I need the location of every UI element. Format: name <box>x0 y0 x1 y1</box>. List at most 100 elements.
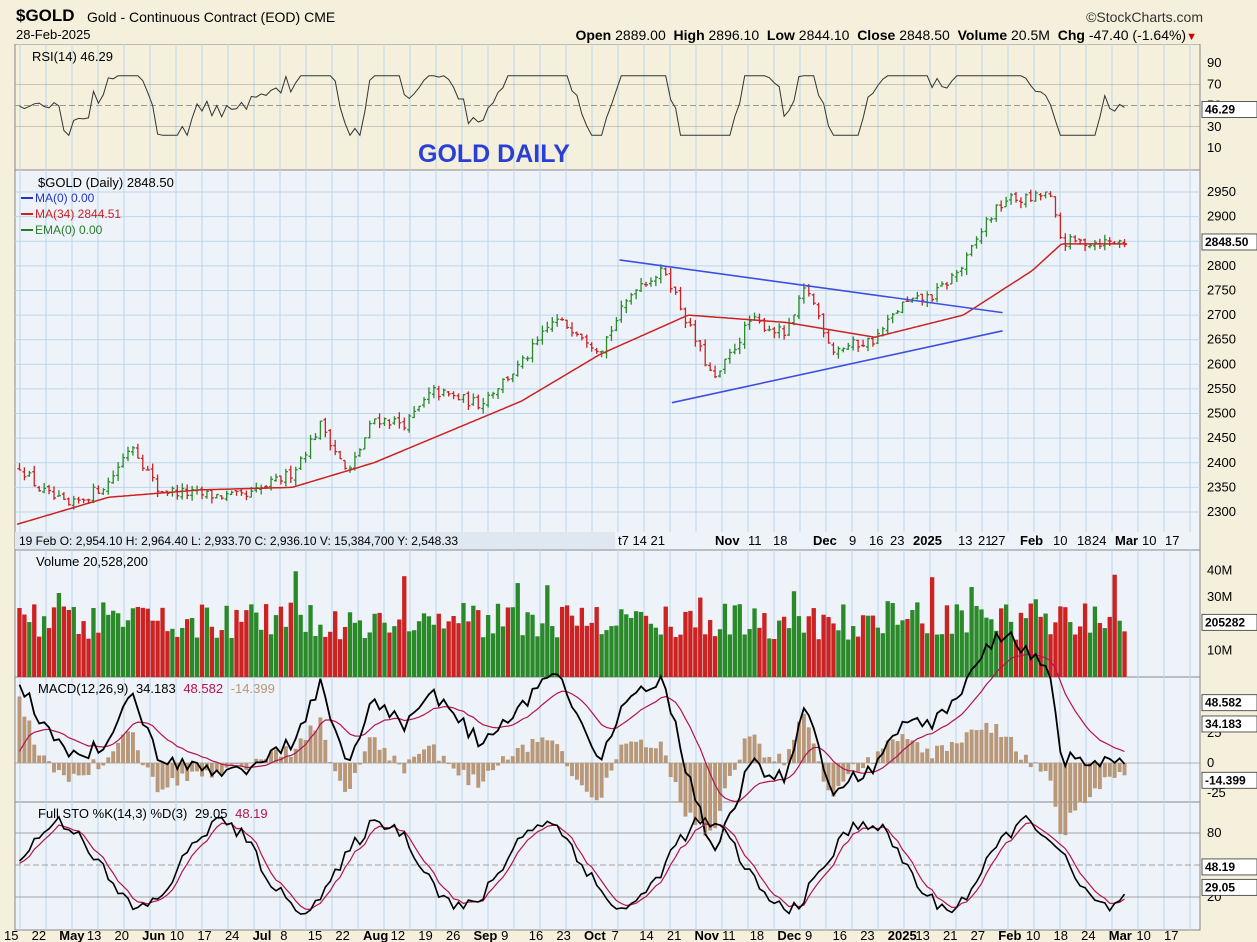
macd-hist-bar <box>1063 763 1068 836</box>
volume-bar <box>895 624 900 677</box>
volume-bar <box>485 615 491 677</box>
volume-bar <box>219 630 224 677</box>
rsi-line <box>19 74 1125 137</box>
macd-hist-bar <box>668 763 673 778</box>
macd-hist-bar <box>481 763 486 782</box>
macd-hist-bar <box>283 746 288 763</box>
brand-logo[interactable]: ©StockCharts.com <box>1086 9 1203 25</box>
macd-hist-bar <box>742 738 747 763</box>
volume-bar <box>1048 634 1053 677</box>
volume-bar <box>199 604 205 677</box>
volume-value: 20.5M <box>1011 27 1050 43</box>
macd-hist-bar <box>555 744 560 763</box>
macd-plot <box>15 630 1200 853</box>
volume-bar <box>826 617 831 677</box>
macd-hist-bar <box>826 763 831 791</box>
macd-hist-bar <box>323 739 328 763</box>
volume-tick: 30M <box>1207 589 1232 604</box>
macd-legend-hist: -14.399 <box>231 681 275 696</box>
price-tick: 2350 <box>1207 479 1236 494</box>
macd-hist-bar <box>806 727 811 763</box>
macd-legend: MACD(12,26,9) 34.183 48.582 -14.399 <box>38 681 275 696</box>
macd-hist-bar <box>540 737 545 763</box>
macd-hist-bar <box>121 734 126 763</box>
volume-bar <box>589 622 594 677</box>
volume-bar <box>831 623 836 677</box>
macd-hist-bar <box>624 743 629 763</box>
volume-bar <box>540 623 545 677</box>
macd-hist-bar <box>1112 763 1117 778</box>
macd-hist-bar <box>722 763 727 789</box>
macd-hist-bar <box>979 729 984 763</box>
volume-bar <box>175 636 180 677</box>
volume-bar <box>32 604 37 677</box>
volume-bar <box>1063 607 1068 677</box>
bottom-axis-label: 12 <box>391 928 405 942</box>
macd-hist-bar <box>219 763 224 775</box>
macd-hist-bar <box>984 722 989 763</box>
volume-bar <box>71 607 76 677</box>
volume-bar <box>352 622 358 677</box>
open-label: Open <box>575 27 612 43</box>
volume-bar <box>574 625 580 677</box>
macd-hist-bar <box>86 763 91 776</box>
mid-axis-label: 18 <box>1077 533 1091 548</box>
macd-hist-bar <box>1009 736 1014 763</box>
volume-bar <box>949 633 955 677</box>
macd-hist-bar <box>496 763 500 766</box>
volume-bar <box>564 605 570 677</box>
volume-bar <box>801 632 807 677</box>
volume-bar <box>609 626 614 677</box>
bottom-axis-label: 24 <box>225 928 239 942</box>
exchange: CME <box>304 9 336 25</box>
macd-hist-bar <box>856 763 861 772</box>
macd-hist-bar <box>683 763 688 817</box>
volume-bar <box>500 626 506 677</box>
macd-hist-bar <box>910 740 915 763</box>
sto-plot <box>15 814 1200 915</box>
volume-tick: 10M <box>1207 642 1232 657</box>
volume-bar <box>604 630 609 677</box>
volume-bar <box>890 603 895 677</box>
price-last-tag-box <box>1201 233 1257 251</box>
rsi-tick: 70 <box>1207 76 1221 91</box>
bottom-axis-label: 27 <box>971 928 985 942</box>
chart-title: GOLD DAILY <box>418 140 570 168</box>
macd-hist-bar <box>333 763 338 772</box>
price-last-tag: 2848.50 <box>1205 235 1249 249</box>
sto-legend-d: 48.19 <box>235 806 268 821</box>
macd-hist-bar <box>949 741 954 763</box>
bottom-axis-label: Sep <box>474 928 498 942</box>
volume-bar <box>17 608 22 677</box>
bottom-axis-label: 16 <box>529 928 543 942</box>
description: Gold - Continuous Contract (EOD) CME <box>87 9 335 25</box>
macd-hist-bar <box>550 740 555 763</box>
macd-hist-bar <box>885 740 890 763</box>
macd-hist-bar <box>500 756 505 763</box>
sto-d-tag-box <box>1201 858 1257 876</box>
volume-bar <box>638 611 644 677</box>
macd-hist-bar <box>491 763 496 771</box>
macd-hist-bar <box>76 763 81 776</box>
price-tick: 2800 <box>1207 258 1236 273</box>
ohlc-summary: Open 2889.00 High 2896.10 Low 2844.10 Cl… <box>575 27 1197 43</box>
rsi-panel <box>14 43 1201 171</box>
macd-hist-bar <box>875 751 880 763</box>
volume-bar <box>115 613 121 677</box>
volume-bar <box>599 634 604 677</box>
sto-d-tag: 48.19 <box>1205 860 1235 874</box>
price-tick: 2950 <box>1207 184 1236 199</box>
macd-tick: 0 <box>1207 755 1214 770</box>
volume-bar <box>925 633 930 677</box>
macd-hist-bar <box>412 756 417 763</box>
volume-bar <box>106 614 111 677</box>
macd-hist-bar <box>1107 763 1112 777</box>
price-legend: $GOLD (Daily) 2848.50 <box>38 175 174 190</box>
bottom-axis-label: 15 <box>4 928 18 942</box>
macd-hist-bar <box>974 730 979 763</box>
macd-hist-bar <box>130 732 135 763</box>
volume-bar <box>841 604 846 677</box>
volume-bar <box>27 622 32 677</box>
macd-hist-bar <box>634 741 639 763</box>
volume-bar <box>535 636 540 677</box>
